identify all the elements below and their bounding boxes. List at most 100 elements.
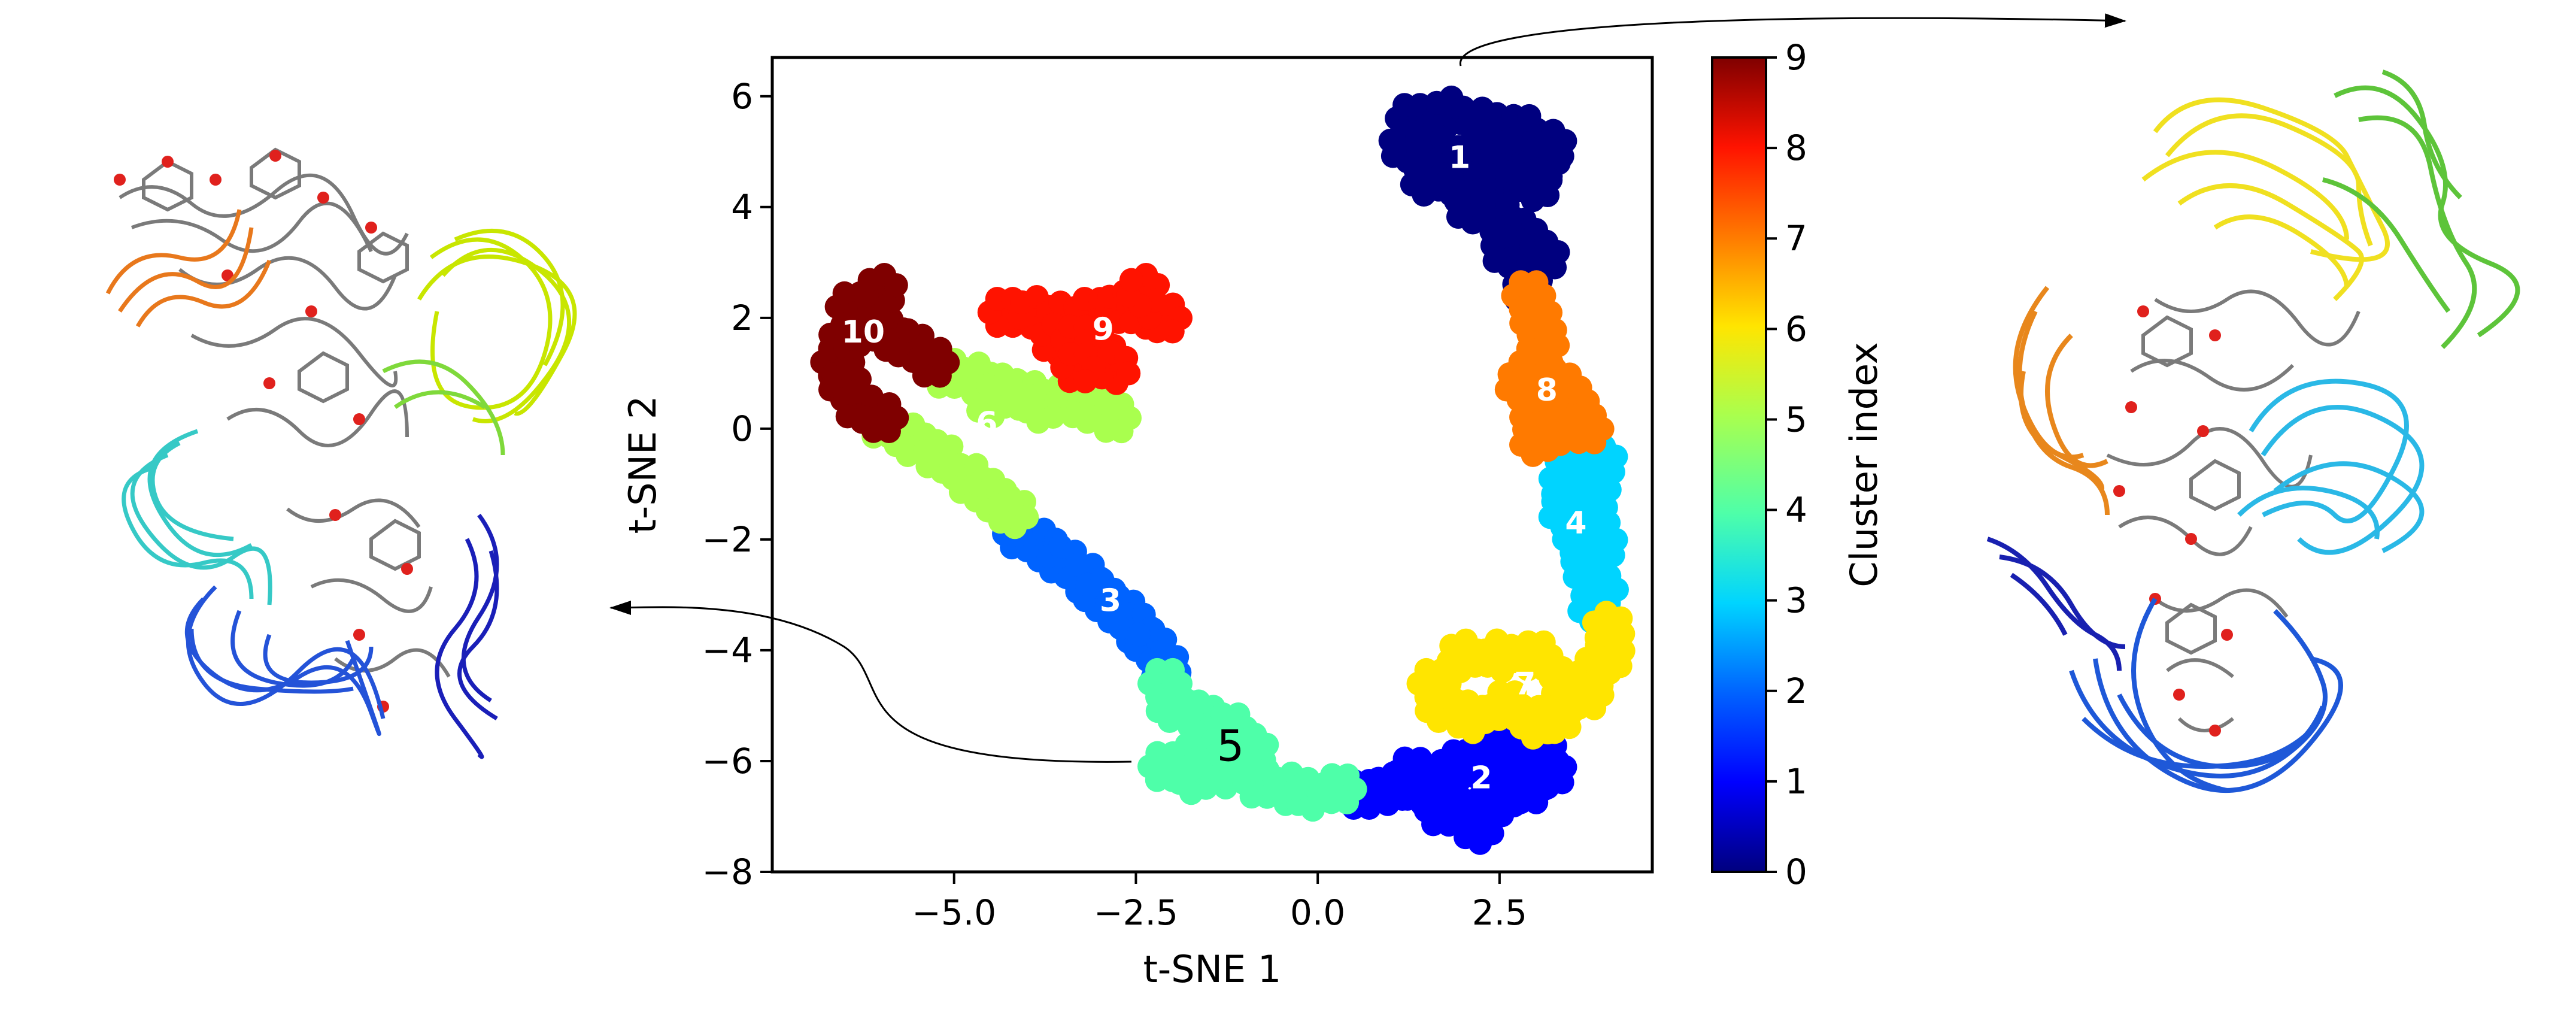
- cluster-point: [1539, 137, 1564, 162]
- colorbar-ticks: 0 1 2 3 4 5 6 7 8 9: [1766, 37, 1807, 892]
- cluster-8-points: [1494, 270, 1615, 467]
- cluster-point: [1582, 696, 1607, 720]
- cluster-point: [1604, 444, 1628, 469]
- scatter-layer: [810, 85, 1636, 855]
- y-axis-ticks: −8 −6 −4 −2 0 2 4 6: [702, 76, 772, 892]
- cluster-point: [1446, 135, 1471, 159]
- cluster-point: [928, 337, 952, 361]
- cluster-point: [1150, 640, 1175, 664]
- arrow-to-right-structure: [1460, 13, 2126, 66]
- cluster-point: [1446, 204, 1470, 229]
- colorbar-tick-label: 1: [1785, 761, 1807, 802]
- cluster-point: [1501, 776, 1525, 801]
- cluster-point: [1552, 527, 1576, 552]
- x-axis-label: t-SNE 1: [1143, 947, 1282, 991]
- axes-frame: [770, 56, 1654, 874]
- arrow-to-left-structure: [609, 600, 1132, 763]
- colorbar: [1711, 56, 1767, 873]
- y-tick-label: −4: [702, 630, 754, 671]
- cluster-point: [1542, 720, 1567, 744]
- cluster-point: [896, 318, 920, 343]
- cluster-point: [1492, 224, 1517, 249]
- cluster-point: [1479, 693, 1504, 718]
- y-tick-label: −6: [702, 741, 754, 781]
- cluster-point: [854, 405, 878, 430]
- colorbar-tick-label: 0: [1785, 852, 1807, 892]
- cluster-point: [1119, 268, 1143, 292]
- protein-ensemble-left-icon: [105, 147, 577, 759]
- cluster-point: [1492, 129, 1516, 154]
- colorbar-tick-label: 3: [1785, 580, 1807, 621]
- cluster-point: [1458, 760, 1483, 784]
- cluster-point: [1454, 825, 1478, 850]
- cluster-label-3: 3: [1100, 583, 1121, 619]
- colorbar-tick-label: 7: [1785, 218, 1807, 259]
- cluster-point: [1512, 390, 1536, 414]
- cluster-label-6: 6: [976, 406, 997, 442]
- cluster-point: [1026, 410, 1051, 434]
- cluster-point: [988, 510, 1012, 534]
- cluster-point: [1335, 790, 1360, 815]
- cluster-point: [1471, 205, 1496, 230]
- cluster-labels: 1 2 3 4 5 6 7 8 9 10: [842, 140, 1587, 796]
- cluster-point: [1209, 744, 1233, 769]
- cluster-label-9: 9: [1093, 311, 1114, 347]
- cluster-point: [1109, 419, 1134, 444]
- cluster-point: [1413, 798, 1438, 823]
- colorbar-tick-label: 4: [1785, 490, 1807, 531]
- cluster-point: [1161, 658, 1185, 682]
- colorbar-label: Cluster index: [1842, 342, 1886, 587]
- y-tick-label: −8: [702, 852, 754, 892]
- cluster-10-points: [810, 263, 960, 444]
- cluster-label-1: 1: [1449, 140, 1470, 176]
- cluster-label-2: 2: [1470, 760, 1492, 796]
- colorbar-tick-label: 8: [1785, 128, 1807, 168]
- cluster-point: [1484, 742, 1509, 766]
- cluster-2-points: [1334, 711, 1577, 855]
- cluster-point: [864, 312, 889, 337]
- cluster-6-points: [854, 347, 1142, 540]
- cluster-3-points: [992, 508, 1192, 695]
- y-tick-label: 2: [731, 298, 753, 338]
- y-tick-label: −2: [702, 519, 754, 560]
- cluster-point: [835, 404, 860, 429]
- cluster-label-5: 5: [1216, 720, 1244, 771]
- cluster-point: [884, 273, 908, 298]
- colorbar-tick-label: 2: [1785, 671, 1807, 711]
- cluster-point: [966, 398, 991, 423]
- cluster-label-7: 7: [1514, 666, 1536, 702]
- cluster-9-points: [977, 263, 1193, 395]
- cluster-point: [1524, 270, 1549, 295]
- colorbar-tick-label: 9: [1785, 37, 1807, 78]
- cluster-7-points: [1406, 601, 1636, 750]
- x-axis-ticks: −5.0 −2.5 0.0 2.5: [912, 872, 1527, 933]
- cluster-point: [1512, 700, 1536, 725]
- cluster-point: [1170, 755, 1194, 780]
- cluster-label-8: 8: [1536, 372, 1558, 408]
- y-tick-label: 0: [731, 408, 753, 449]
- cluster-5-points: [1137, 658, 1367, 822]
- cluster-point: [1108, 616, 1133, 640]
- protein-ensemble-right-icon: [1986, 69, 2520, 793]
- cluster-point: [1583, 403, 1607, 428]
- y-tick-label: 6: [731, 76, 753, 117]
- cluster-point: [1380, 144, 1405, 168]
- y-axis-label: t-SNE 2: [621, 396, 665, 534]
- cluster-label-4: 4: [1565, 505, 1586, 541]
- cluster-point: [1116, 361, 1141, 386]
- x-tick-label: 0.0: [1290, 892, 1345, 933]
- cluster-point: [1546, 240, 1570, 265]
- cluster-point: [1572, 540, 1597, 564]
- cluster-point: [1611, 622, 1636, 646]
- x-tick-label: 2.5: [1472, 892, 1527, 933]
- x-tick-label: −2.5: [1094, 892, 1178, 933]
- x-tick-label: −5.0: [912, 892, 996, 933]
- cluster-point: [1539, 422, 1563, 447]
- cluster-point: [1446, 714, 1471, 739]
- colorbar-tick-label: 5: [1785, 399, 1807, 440]
- cluster-point: [1127, 622, 1151, 647]
- cluster-point: [1521, 188, 1545, 213]
- cluster-point: [1073, 369, 1097, 393]
